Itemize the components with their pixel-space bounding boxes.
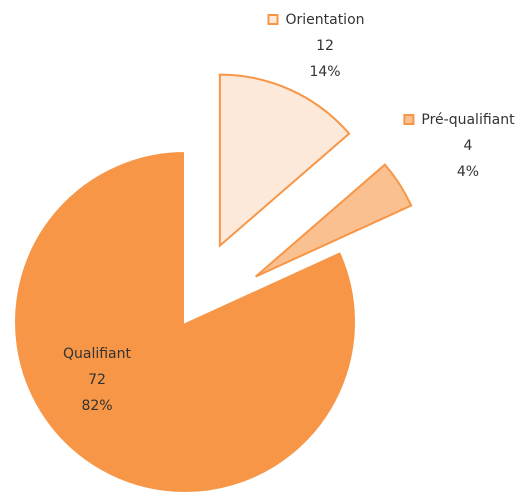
slice-value-label: 12: [316, 38, 334, 54]
legend-key: [403, 114, 415, 125]
pie-slice: [218, 73, 351, 248]
slice-category-label: Pré-qualifiant: [421, 112, 515, 128]
pie-slice: [13, 149, 357, 494]
slice-category-label: Qualifiant: [63, 346, 132, 362]
legend-key: [267, 14, 279, 25]
slice-value-label: 4: [464, 138, 473, 154]
slice-percent-label: 14%: [309, 64, 340, 80]
slice-percent-label: 82%: [81, 398, 112, 414]
slice-value-label: 72: [88, 372, 106, 388]
slice-percent-label: 4%: [457, 164, 479, 180]
pie-slice: [255, 163, 413, 278]
slice-category-label: Orientation: [285, 12, 364, 28]
